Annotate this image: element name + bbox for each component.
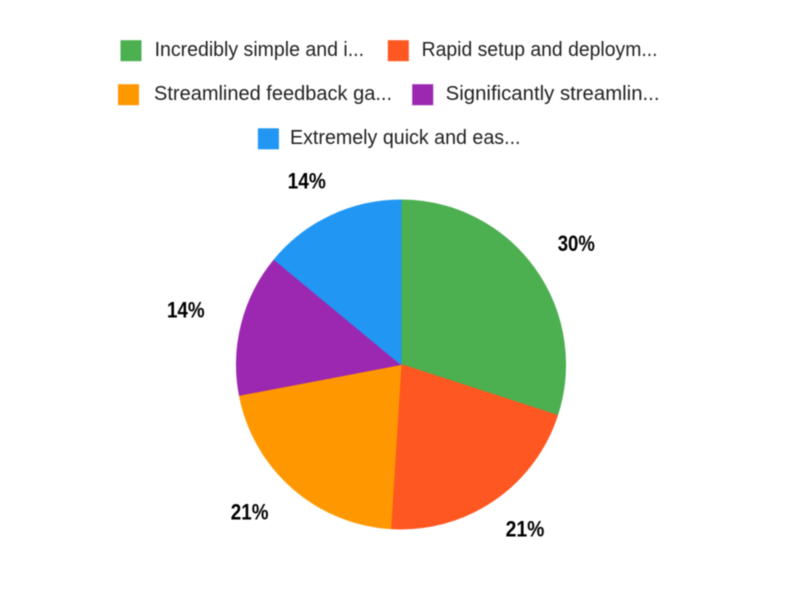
- svg-text:30%: 30%: [558, 231, 595, 256]
- svg-text:21%: 21%: [231, 499, 269, 524]
- svg-text:21%: 21%: [506, 516, 545, 541]
- svg-text:Incredibly simple and i...: Incredibly simple and i...: [155, 39, 364, 61]
- svg-text:Rapid setup and deploym...: Rapid setup and deploym...: [422, 39, 658, 61]
- svg-text:Extremely quick and eas...: Extremely quick and eas...: [290, 127, 521, 149]
- svg-text:Streamlined feedback ga...: Streamlined feedback ga...: [154, 83, 392, 105]
- svg-text:14%: 14%: [167, 298, 205, 323]
- svg-text:Significantly streamlin...: Significantly streamlin...: [446, 83, 660, 105]
- svg-text:14%: 14%: [288, 169, 326, 194]
